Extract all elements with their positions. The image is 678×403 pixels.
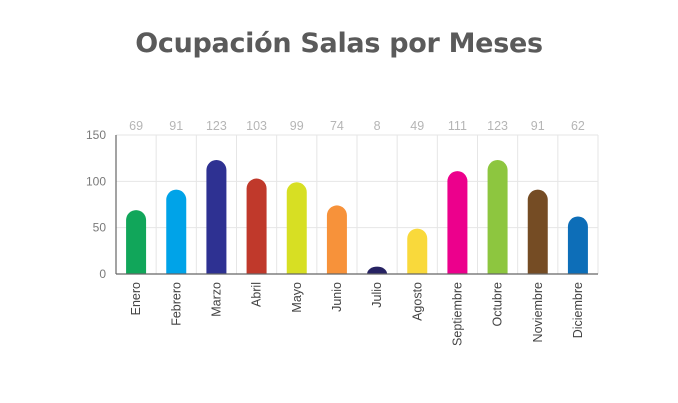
- bar-diciembre: [567, 216, 588, 274]
- value-label: 123: [487, 119, 508, 133]
- category-label: Octubre: [491, 282, 505, 327]
- bar-septiembre: [447, 171, 468, 274]
- bar-marzo: [206, 160, 227, 274]
- chart-title: Ocupación Salas por Meses: [135, 28, 543, 59]
- category-label: Agosto: [410, 282, 424, 321]
- category-label: Septiembre: [450, 282, 464, 346]
- category-label: Diciembre: [571, 282, 585, 338]
- value-label: 103: [246, 119, 267, 133]
- bar-abril: [246, 178, 267, 274]
- y-tick-label: 100: [86, 174, 106, 188]
- category-label: Abril: [250, 282, 264, 307]
- category-label: Julio: [370, 282, 384, 308]
- bar-mayo: [286, 182, 307, 274]
- value-label: 62: [571, 119, 585, 133]
- bar-febrero: [166, 189, 187, 274]
- bar-enero: [126, 210, 147, 274]
- value-label: 99: [290, 119, 304, 133]
- value-label: 91: [169, 119, 183, 133]
- bar-junio: [326, 205, 347, 274]
- category-label: Febrero: [169, 282, 183, 326]
- category-label: Noviembre: [531, 282, 545, 342]
- value-label: 91: [531, 119, 545, 133]
- category-label: Marzo: [209, 282, 223, 317]
- value-label: 69: [129, 119, 143, 133]
- bar-noviembre: [527, 189, 548, 274]
- value-label: 74: [330, 119, 344, 133]
- y-tick-label: 50: [93, 221, 107, 235]
- value-label: 123: [206, 119, 227, 133]
- category-label: Junio: [330, 282, 344, 312]
- category-label: Mayo: [290, 282, 304, 313]
- bar-julio: [367, 266, 388, 274]
- value-label: 49: [410, 119, 424, 133]
- y-tick-label: 150: [86, 128, 106, 142]
- bar-agosto: [407, 228, 428, 274]
- value-label: 111: [448, 119, 467, 133]
- category-label: Enero: [129, 282, 143, 315]
- value-label: 8: [374, 119, 381, 133]
- bar-octubre: [487, 160, 508, 274]
- y-tick-label: 0: [99, 267, 106, 281]
